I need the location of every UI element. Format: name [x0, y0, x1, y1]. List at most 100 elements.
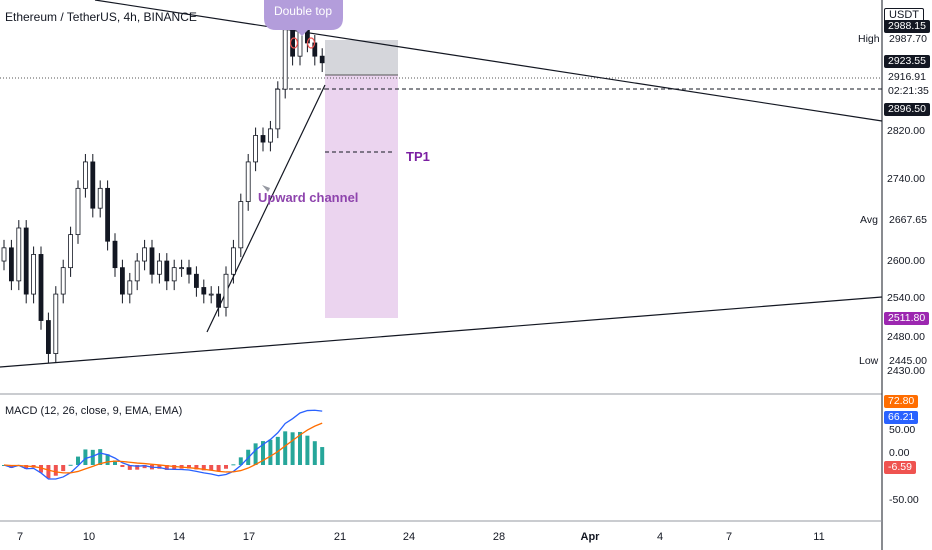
double-top-label: Double top [274, 4, 332, 18]
candle-body[interactable] [97, 187, 103, 209]
high-value: 2987.70 [889, 33, 927, 45]
candle-body[interactable] [223, 273, 229, 308]
histogram-bar [216, 465, 221, 472]
time-tick: Apr [581, 531, 601, 543]
histogram-bar [201, 465, 206, 471]
time-tick: 4 [657, 531, 663, 543]
price-tick: 2430.00 [887, 365, 925, 377]
candle-body[interactable] [238, 201, 244, 249]
time-tick: 28 [493, 531, 505, 543]
low-label: Low [859, 355, 879, 367]
candle-body[interactable] [171, 267, 177, 282]
price-tick: 2740.00 [887, 173, 925, 185]
histogram-bar [142, 465, 147, 469]
candle-body[interactable] [23, 227, 29, 295]
histogram-bar [46, 465, 51, 479]
candle-body[interactable] [230, 247, 236, 275]
candle-body[interactable] [193, 273, 199, 288]
candle-body[interactable] [75, 187, 81, 236]
price-tick: 2820.00 [887, 125, 925, 137]
histogram-bar [253, 443, 258, 465]
candle-body[interactable] [31, 254, 37, 295]
candle-body[interactable] [319, 55, 325, 64]
candle-body[interactable] [260, 135, 266, 143]
stop-price-tag: 2896.50 [884, 103, 930, 116]
histogram-bar [320, 447, 325, 465]
double-top-marker-1 [289, 37, 299, 49]
price-tick: 2480.00 [887, 331, 925, 343]
histogram-bar [127, 465, 132, 470]
time-tick: 10 [83, 531, 95, 543]
histogram-bar [39, 465, 43, 473]
candle-body[interactable] [127, 280, 133, 295]
hist-value-tag: -6.59 [884, 461, 916, 474]
candle-body[interactable] [60, 267, 66, 295]
histogram-bar [187, 465, 191, 469]
candle-body[interactable] [164, 260, 170, 282]
candle-body[interactable] [186, 267, 192, 275]
macd-title: MACD (12, 26, close, 9, EMA, EMA) [5, 405, 183, 417]
double-top-callout[interactable] [264, 0, 343, 36]
macd-value-tag: 72.80 [884, 395, 919, 408]
histogram-bar [305, 435, 310, 465]
histogram-bar [120, 465, 125, 468]
signal-line[interactable] [3, 422, 323, 474]
ascending-support-line[interactable] [0, 296, 883, 368]
descending-trendline[interactable] [94, 0, 883, 122]
candle-body[interactable] [120, 267, 125, 295]
candle-body[interactable] [208, 293, 214, 296]
histogram-bar [83, 449, 88, 465]
price-tick: 2540.00 [887, 292, 925, 304]
candle-body[interactable] [83, 161, 88, 189]
candle-body[interactable] [53, 293, 59, 354]
histogram-bar [9, 465, 14, 468]
profit-zone[interactable] [325, 40, 398, 75]
candle-body[interactable] [267, 128, 273, 143]
macd-line[interactable] [3, 409, 323, 480]
histogram-bar [98, 449, 103, 465]
loss-zone[interactable] [325, 75, 398, 318]
candle-body[interactable] [8, 247, 14, 282]
histogram-bar [135, 465, 140, 470]
candle-body[interactable] [105, 187, 110, 242]
candle-body[interactable] [112, 240, 118, 269]
candle-body[interactable] [90, 161, 96, 209]
candle-body[interactable] [1, 247, 7, 262]
histogram-bar [68, 464, 73, 466]
candle-body[interactable] [46, 320, 51, 354]
histogram-bar [283, 431, 288, 465]
candle-body[interactable] [201, 287, 207, 295]
countdown-tag: 02:21:35 [884, 85, 932, 98]
low-value: 2445.00 [889, 355, 927, 367]
candle-body[interactable] [134, 260, 140, 282]
candle-body[interactable] [275, 88, 281, 130]
currency-badge[interactable]: USDT [884, 8, 924, 23]
candle-body[interactable] [16, 227, 22, 282]
chart-title: Ethereum / TetherUS, 4h, BINANCE [5, 10, 197, 24]
candle-body[interactable] [149, 247, 155, 275]
candle-body[interactable] [216, 293, 222, 308]
histogram-bar [113, 460, 117, 465]
candle-body[interactable] [142, 247, 148, 262]
histogram-bar [298, 431, 302, 465]
histogram-bar [209, 465, 214, 471]
candle-body[interactable] [179, 267, 185, 270]
candle-body[interactable] [245, 161, 251, 202]
macd-tick: -50.00 [889, 494, 919, 506]
time-axis: 7 10 14 17 21 24 28 Apr 4 7 11 [17, 531, 825, 543]
macd-tick: 0.00 [889, 447, 910, 459]
candle-body[interactable] [38, 254, 44, 321]
candle-body[interactable] [290, 29, 296, 57]
high-label: High [858, 33, 880, 45]
lower-price-tag: 2511.80 [884, 312, 930, 325]
candle-body[interactable] [282, 29, 288, 90]
tp1-label: TP1 [406, 149, 430, 164]
candle-body[interactable] [156, 260, 162, 275]
macd-histogram [2, 431, 325, 479]
candle-body[interactable] [253, 135, 259, 163]
candle-body[interactable] [68, 234, 73, 269]
histogram-bar [76, 456, 80, 465]
last-price-tag: 2916.91 [884, 71, 930, 84]
double-top-marker-2 [306, 37, 316, 49]
